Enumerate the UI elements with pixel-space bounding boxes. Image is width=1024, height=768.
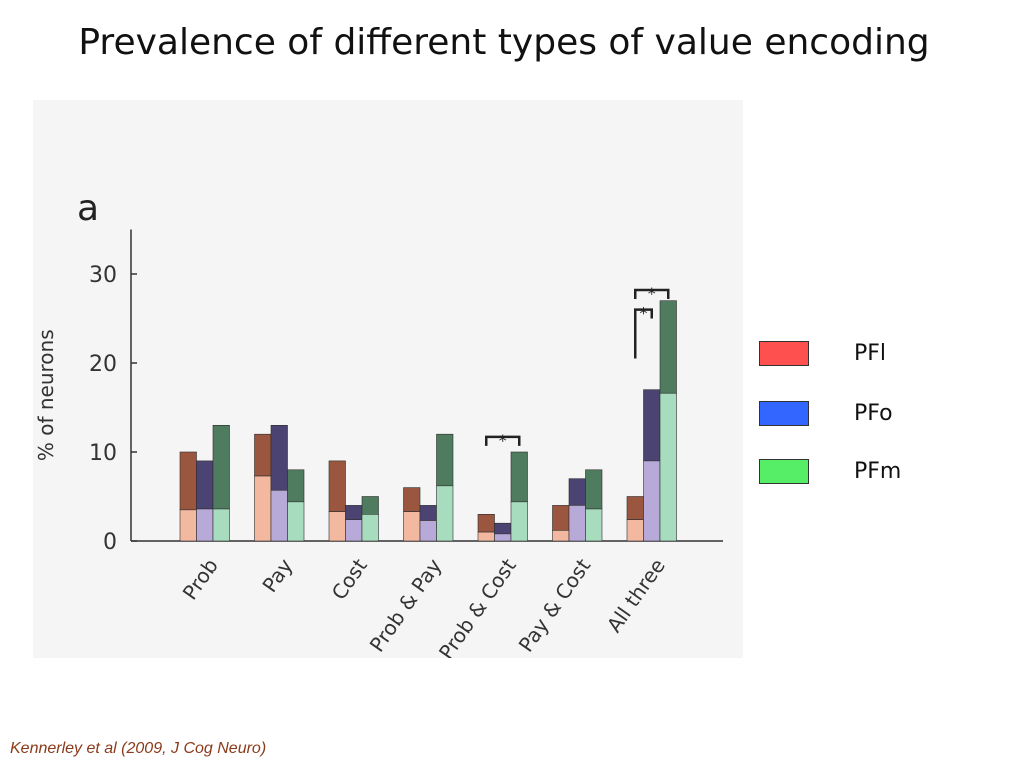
bar-pfm-upper bbox=[287, 469, 305, 503]
significance-bracket bbox=[485, 435, 521, 446]
bar-pfo-lower bbox=[345, 519, 363, 542]
bar-pfm-lower bbox=[510, 501, 528, 542]
legend-item-pfm: PFm bbox=[759, 458, 1019, 486]
bar-pfo-upper bbox=[419, 505, 437, 521]
bar-pfo-upper bbox=[345, 505, 363, 520]
bar-pfl-lower bbox=[328, 511, 346, 542]
bar-pfo-upper bbox=[568, 478, 586, 506]
legend-swatch-pfo bbox=[759, 401, 809, 426]
bar-pfm-upper bbox=[436, 433, 454, 487]
significance-star: * bbox=[648, 284, 656, 303]
x-tick-label: Prob & Pay bbox=[365, 554, 447, 656]
significance-star: * bbox=[499, 431, 507, 450]
bar-pfo-lower bbox=[643, 460, 661, 542]
bar-pfl-lower bbox=[626, 519, 644, 542]
legend-swatch-pfm bbox=[759, 459, 809, 484]
bar-pfl-upper bbox=[626, 496, 644, 520]
bar-pfm-lower bbox=[361, 513, 379, 542]
bar-pfo-upper bbox=[196, 460, 214, 510]
legend-item-pfl: PFl bbox=[759, 340, 1019, 368]
bar-pfl-lower bbox=[552, 530, 570, 542]
bar-pfo-lower bbox=[196, 508, 214, 542]
figure-panel: a 0 10 20 30 % of neurons Prob Pay Cost Prob & Pa… bbox=[33, 100, 743, 658]
y-tick-label: 0 bbox=[103, 530, 117, 555]
bar-pfo-upper bbox=[643, 389, 661, 462]
bar-pfm-upper bbox=[659, 300, 677, 394]
bar-pfo-upper bbox=[270, 424, 288, 491]
bar-pfo-lower bbox=[270, 489, 288, 542]
bar-pfm-lower bbox=[659, 392, 677, 542]
legend-swatch-pfl bbox=[759, 341, 809, 366]
bar-pfm-lower bbox=[212, 508, 230, 542]
bar-pfm-lower bbox=[436, 485, 454, 542]
citation: Kennerley et al (2009, J Cog Neuro) bbox=[10, 740, 267, 757]
bar-pfm-upper bbox=[212, 424, 230, 510]
y-axis-label: % of neurons bbox=[34, 329, 58, 461]
x-tick-label: All three bbox=[602, 554, 670, 637]
legend-label-pfm: PFm bbox=[854, 459, 902, 484]
bar-pfm-upper bbox=[510, 451, 528, 503]
bar-pfm-upper bbox=[361, 496, 379, 515]
bar-pfo-upper bbox=[494, 522, 512, 535]
bar-pfl-upper bbox=[403, 487, 421, 512]
legend-label-pfl: PFl bbox=[854, 341, 887, 366]
bar-pfl-upper bbox=[254, 433, 272, 477]
bar-pfm-upper bbox=[585, 469, 603, 510]
x-tick-label: Pay & Cost bbox=[514, 554, 596, 656]
x-tick-label: Cost bbox=[327, 554, 372, 604]
x-tick-label: Pay bbox=[257, 554, 297, 597]
significance-bracket bbox=[634, 308, 653, 359]
slide-title: Prevalence of different types of value e… bbox=[78, 22, 930, 63]
bar-pfl-upper bbox=[477, 513, 495, 533]
bar-pfo-lower bbox=[494, 533, 512, 542]
panel-label: a bbox=[77, 188, 99, 229]
bar-pfl-lower bbox=[403, 511, 421, 542]
bar-pfm-lower bbox=[585, 508, 603, 542]
y-tick-label: 10 bbox=[89, 441, 117, 466]
legend-label-pfo: PFo bbox=[854, 401, 893, 426]
bar-pfo-lower bbox=[568, 505, 586, 542]
significance-bracket bbox=[634, 288, 670, 300]
y-tick-label: 30 bbox=[89, 263, 117, 288]
bar-pfl-lower bbox=[179, 509, 197, 542]
significance-star: * bbox=[640, 304, 648, 323]
bar-pfm-lower bbox=[287, 501, 305, 542]
y-tick-label: 20 bbox=[89, 352, 117, 377]
bar-pfl-upper bbox=[552, 505, 570, 531]
bar-pfl-lower bbox=[254, 475, 272, 542]
x-tick-label: Prob & Cost bbox=[434, 554, 521, 658]
bar-pfl-lower bbox=[477, 531, 495, 542]
legend-item-pfo: PFo bbox=[759, 400, 1019, 428]
bar-pfo-lower bbox=[419, 520, 437, 542]
bar-pfl-upper bbox=[328, 460, 346, 512]
bar-pfl-upper bbox=[179, 451, 197, 511]
x-tick-label: Prob bbox=[178, 554, 223, 604]
